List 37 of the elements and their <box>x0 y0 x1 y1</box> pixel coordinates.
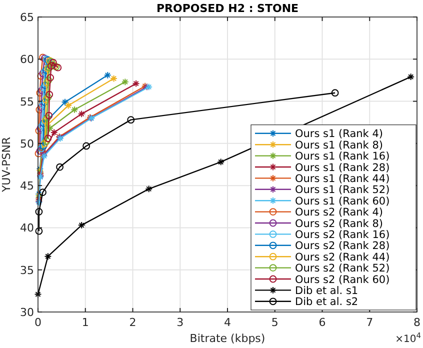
legend-label: Ours s1 (Rank 4) <box>295 128 383 140</box>
x-tick-label: 4 <box>224 316 231 329</box>
x-tick-label: 1 <box>82 316 89 329</box>
y-tick-label: 45 <box>20 180 34 193</box>
legend-label: Dib et al. s2 <box>295 296 358 308</box>
x-tick-label: 0 <box>34 316 42 329</box>
legend-label: Ours s2 (Rank 60) <box>295 274 390 286</box>
legend-label: Ours s1 (Rank 8) <box>295 139 383 152</box>
y-tick-label: 40 <box>20 222 34 235</box>
x-tick-label: 3 <box>176 316 184 329</box>
legend-label: Ours s1 (Rank 60) <box>295 195 390 208</box>
legend-label: Ours s2 (Rank 52) <box>295 262 390 275</box>
y-tick-label: 30 <box>20 306 34 319</box>
x-tick-label: 2 <box>129 316 136 329</box>
chart-title: PROPOSED H2 : STONE <box>156 2 299 15</box>
legend-label: Dib et al. s1 <box>295 285 358 297</box>
y-tick-label: 50 <box>20 137 34 150</box>
x-axis-title: Bitrate (kbps) <box>190 332 266 345</box>
x-tick-label: 7 <box>366 316 374 329</box>
y-axis-title: YUV-PSNR <box>0 136 13 194</box>
legend-label: Ours s2 (Rank 16) <box>295 229 390 241</box>
y-tick-label: 60 <box>20 53 34 66</box>
text: ×10$^{4}$ <box>395 330 422 345</box>
y-tick-label: 55 <box>20 95 34 108</box>
y-tick-label: 35 <box>20 264 34 277</box>
x-tick-label: 6 <box>318 316 326 329</box>
legend-label: Ours s2 (Rank 28) <box>295 240 390 252</box>
legend-label: Ours s2 (Rank 4) <box>295 206 383 219</box>
legend-label: Ours s2 (Rank 8) <box>295 218 383 230</box>
x-tick-label: 5 <box>271 316 278 329</box>
legend-label: Ours s1 (Rank 52) <box>295 184 390 196</box>
y-tick-label: 65 <box>20 11 34 24</box>
x-tick-label: 8 <box>414 316 420 329</box>
legend-label: Ours s2 (Rank 44) <box>295 251 390 264</box>
legend-label: Ours s1 (Rank 28) <box>295 162 390 174</box>
legend-label: Ours s1 (Rank 16) <box>295 150 390 163</box>
legend-label: Ours s1 (Rank 44) <box>295 173 390 185</box>
